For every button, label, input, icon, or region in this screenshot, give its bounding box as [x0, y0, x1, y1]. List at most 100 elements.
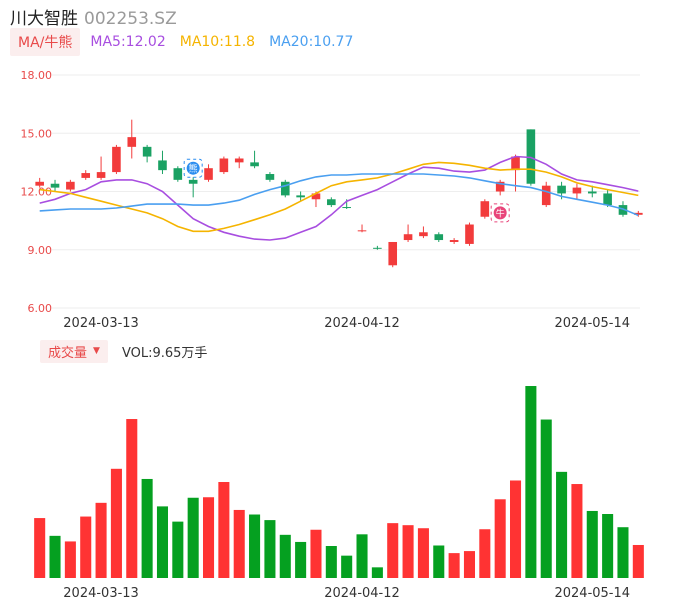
candle-body[interactable]: [526, 129, 536, 184]
volume-bar[interactable]: [64, 541, 76, 578]
volume-bar[interactable]: [310, 529, 322, 578]
candle-body[interactable]: [250, 162, 259, 167]
candle-body[interactable]: [419, 232, 428, 237]
volume-bar[interactable]: [233, 509, 245, 578]
ma5-line: [39, 155, 639, 241]
volume-bar[interactable]: [571, 484, 583, 578]
volume-bar[interactable]: [556, 471, 568, 578]
volume-bar[interactable]: [141, 478, 153, 578]
volume-bar[interactable]: [463, 551, 476, 578]
candle-body[interactable]: [219, 158, 229, 173]
ma-toggle-button[interactable]: MA/牛熊: [10, 28, 81, 56]
volume-bar[interactable]: [172, 521, 184, 578]
volume-legend-bar: 成交量 ▼ VOL:9.65万手: [40, 339, 208, 363]
candle-body[interactable]: [480, 201, 490, 217]
candle-body[interactable]: [158, 160, 167, 171]
stock-title: 川大智胜 002253.SZ: [10, 4, 177, 29]
candle-body[interactable]: [173, 168, 183, 180]
volume-bar[interactable]: [341, 555, 353, 578]
volume-button-label: 成交量: [48, 345, 88, 361]
candle-body[interactable]: [142, 146, 152, 157]
ma-legend-bar: MA/牛熊 MA5:12.02 MA10:11.8 MA20:10.77: [10, 28, 353, 56]
price-tick-label: 9.00: [28, 244, 53, 257]
candle-body[interactable]: [572, 187, 582, 194]
price-tick-label: 6.00: [28, 302, 53, 315]
candle-body[interactable]: [265, 174, 275, 180]
volume-bar[interactable]: [586, 510, 598, 578]
volume-bar[interactable]: [34, 518, 46, 578]
volume-bar[interactable]: [110, 468, 122, 578]
candle-body[interactable]: [112, 146, 121, 173]
candle-body[interactable]: [327, 199, 336, 206]
candle-body[interactable]: [81, 173, 91, 178]
ma10-label: MA10:11.8: [179, 34, 256, 50]
candle-body[interactable]: [388, 241, 398, 266]
candle-body[interactable]: [35, 181, 44, 186]
bull-badge-icon[interactable]: 牛: [490, 203, 510, 223]
volume-bar[interactable]: [632, 544, 644, 578]
volume-bar[interactable]: [279, 534, 291, 578]
volume-bar[interactable]: [187, 497, 199, 578]
candle-body[interactable]: [373, 247, 382, 249]
candle-body[interactable]: [449, 240, 459, 242]
volume-bar[interactable]: [509, 480, 522, 578]
candle-body[interactable]: [234, 158, 244, 163]
candle-body[interactable]: [557, 185, 566, 194]
volume-bar[interactable]: [494, 499, 506, 578]
volume-bar[interactable]: [387, 523, 399, 578]
price-tick-label: 12.00: [21, 186, 53, 199]
candle-body[interactable]: [188, 179, 198, 184]
candle-body[interactable]: [342, 207, 351, 209]
volume-indicator-button[interactable]: 成交量 ▼: [40, 339, 108, 363]
candle-body[interactable]: [296, 195, 305, 198]
volume-bar[interactable]: [417, 528, 429, 578]
candle-body[interactable]: [587, 191, 597, 194]
candle-body[interactable]: [634, 212, 643, 215]
volume-bar[interactable]: [264, 520, 276, 578]
volume-bar[interactable]: [602, 514, 614, 578]
volume-bar[interactable]: [126, 419, 138, 578]
candle-body[interactable]: [311, 193, 321, 200]
volume-bar[interactable]: [202, 497, 215, 578]
candle-body[interactable]: [96, 172, 106, 178]
candle-body[interactable]: [50, 183, 60, 188]
volume-bar[interactable]: [295, 541, 307, 578]
candle-body[interactable]: [357, 230, 367, 232]
volume-bar[interactable]: [479, 529, 491, 578]
candle-body[interactable]: [280, 181, 290, 196]
volume-bar[interactable]: [156, 506, 169, 578]
volume-bar[interactable]: [80, 516, 92, 578]
candle-body[interactable]: [541, 185, 551, 206]
bear-badge-icon[interactable]: 熊: [183, 158, 203, 178]
volume-bar[interactable]: [402, 525, 414, 578]
volume-value-label: VOL:9.65万手: [121, 345, 208, 361]
volume-bar[interactable]: [448, 553, 460, 578]
candle-body[interactable]: [618, 205, 628, 215]
date-tick-label: 2024-05-14: [554, 316, 630, 331]
price-tick-label: 15.00: [21, 127, 53, 140]
candle-body[interactable]: [603, 193, 612, 206]
volume-bar[interactable]: [525, 386, 537, 578]
volume-bar[interactable]: [95, 502, 107, 578]
volume-date-tick-label: 2024-04-12: [324, 586, 400, 601]
volume-bar[interactable]: [249, 514, 261, 578]
candle-body[interactable]: [511, 156, 520, 171]
stock-code: 002253.SZ: [84, 9, 177, 29]
candle-body[interactable]: [127, 137, 137, 147]
candle-body[interactable]: [204, 168, 213, 180]
candle-body[interactable]: [434, 234, 444, 241]
volume-bar[interactable]: [540, 419, 552, 578]
candle-body[interactable]: [465, 224, 474, 244]
volume-bar[interactable]: [218, 482, 230, 578]
candle-body[interactable]: [403, 234, 413, 241]
volume-bar[interactable]: [325, 546, 337, 578]
candle-body[interactable]: [495, 181, 505, 192]
svg-text:牛: 牛: [496, 207, 505, 219]
volume-bar[interactable]: [356, 534, 368, 578]
candle-body[interactable]: [66, 181, 75, 190]
volume-bar[interactable]: [617, 527, 629, 578]
volume-bar[interactable]: [433, 545, 445, 578]
volume-bar[interactable]: [371, 567, 383, 578]
volume-bar[interactable]: [49, 535, 61, 578]
